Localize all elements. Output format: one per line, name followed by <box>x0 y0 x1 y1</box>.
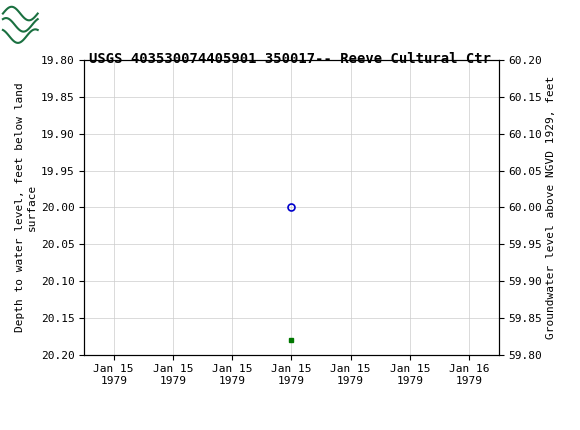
Y-axis label: Depth to water level, feet below land
surface: Depth to water level, feet below land su… <box>15 83 37 332</box>
Y-axis label: Groundwater level above NGVD 1929, feet: Groundwater level above NGVD 1929, feet <box>546 76 556 339</box>
FancyBboxPatch shape <box>3 4 41 41</box>
Text: USGS: USGS <box>44 12 107 33</box>
Text: USGS 403530074405901 350017-- Reeve Cultural Ctr: USGS 403530074405901 350017-- Reeve Cult… <box>89 52 491 67</box>
